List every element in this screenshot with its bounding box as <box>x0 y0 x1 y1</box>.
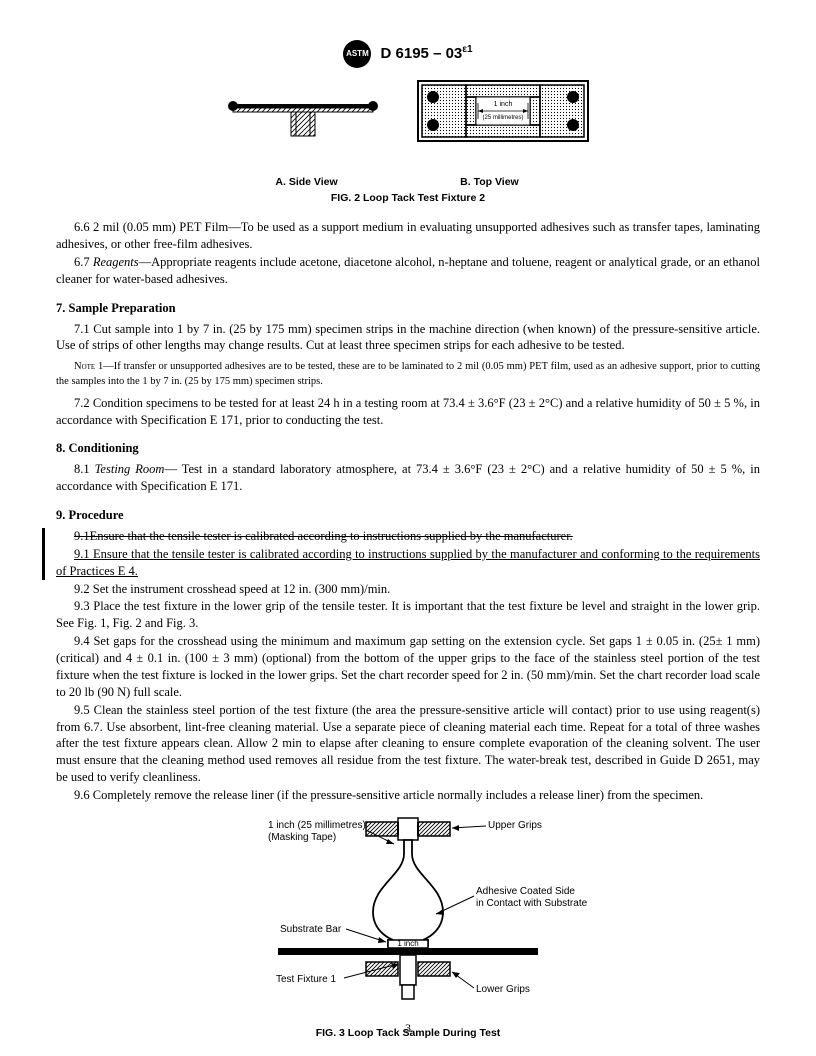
doc-header: ASTM D 6195 – 03ε1 <box>56 40 760 68</box>
fig3-lower: Lower Grips <box>476 984 530 995</box>
fig2-sublabels: A. Side View B. Top View <box>56 175 760 189</box>
fig3-1inch: 1 inch <box>397 939 418 948</box>
para-7-2: 7.2 Condition specimens to be tested for… <box>56 395 760 429</box>
para-9-5: 9.5 Clean the stainless steel portion of… <box>56 702 760 786</box>
designation-sup: ε1 <box>462 44 472 55</box>
para-9-4: 9.4 Set gaps for the crosshead using the… <box>56 633 760 701</box>
figure-3: 1 inch 1 inch (25 millimetres) (Masking … <box>56 814 760 1040</box>
section-7-head: 7. Sample Preparation <box>56 300 760 317</box>
side-view <box>228 101 378 136</box>
fig3-adh2: in Contact with Substrate <box>476 898 588 909</box>
fig3-upper: Upper Grips <box>488 820 542 831</box>
para-9-1-old: 9.1Ensure that the tensile tester is cal… <box>56 528 760 545</box>
para-8-1: 8.1 Testing Room— Test in a standard lab… <box>56 461 760 495</box>
note-1: Note 1—If transfer or unsupported adhesi… <box>56 360 760 388</box>
designation: D 6195 – 03ε1 <box>381 43 473 64</box>
fig3-fixture: Test Fixture 1 <box>276 974 336 985</box>
fig2-ann-25mm: (25 millimetres) <box>482 115 523 121</box>
figure-2: 1 inch (25 millimetres) A. Side View B. … <box>56 76 760 205</box>
page-number: 3 <box>0 1020 816 1036</box>
para-9-1-new: 9.1 Ensure that the tensile tester is ca… <box>56 546 760 580</box>
para-9-6: 9.6 Completely remove the release liner … <box>56 787 760 804</box>
fig2-caption: FIG. 2 Loop Tack Test Fixture 2 <box>56 191 760 205</box>
change-bar: 9.1Ensure that the tensile tester is cal… <box>42 528 760 580</box>
fig3-adh1: Adhesive Coated Side <box>476 886 575 897</box>
astm-logo: ASTM <box>343 40 371 68</box>
para-9-3: 9.3 Place the test fixture in the lower … <box>56 598 760 632</box>
fig2-label-b: B. Top View <box>389 175 589 189</box>
fig3-masking2: (Masking Tape) <box>268 832 336 843</box>
para-9-2: 9.2 Set the instrument crosshead speed a… <box>56 581 760 598</box>
fig3-svg: 1 inch 1 inch (25 millimetres) (Masking … <box>208 814 608 1019</box>
para-7-1: 7.1 Cut sample into 1 by 7 in. (25 by 17… <box>56 321 760 355</box>
section-9-head: 9. Procedure <box>56 507 760 524</box>
fig2-svg: 1 inch (25 millimetres) <box>218 76 598 166</box>
fig2-label-a: A. Side View <box>227 175 387 189</box>
para-6-6: 6.6 2 mil (0.05 mm) PET Film—To be used … <box>56 219 760 253</box>
section-8-head: 8. Conditioning <box>56 440 760 457</box>
fig3-substrate: Substrate Bar <box>280 924 342 935</box>
fig2-ann-1inch: 1 inch <box>494 101 513 108</box>
fig3-masking1: 1 inch (25 millimetres) <box>268 820 366 831</box>
top-view: 1 inch (25 millimetres) <box>418 81 588 141</box>
para-6-7: 6.7 Reagents—Appropriate reagents includ… <box>56 254 760 288</box>
designation-text: D 6195 – 03 <box>381 45 463 62</box>
